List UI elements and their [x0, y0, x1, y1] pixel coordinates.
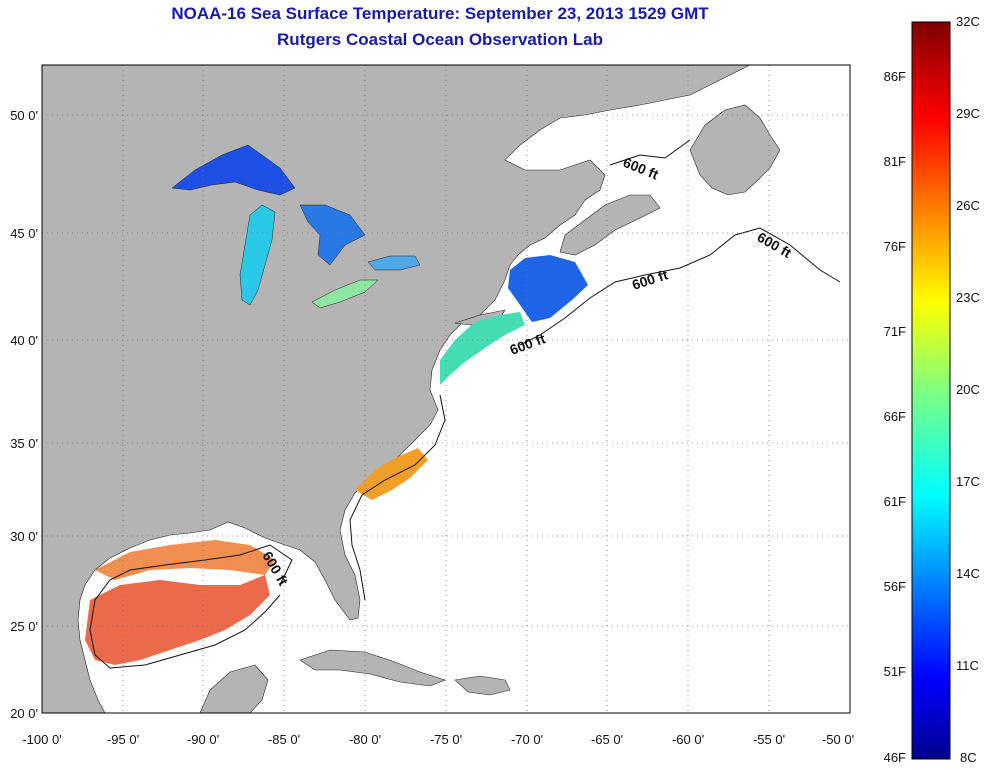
- celsius-tick: 32C: [956, 14, 980, 29]
- nova-scotia-land: [559, 194, 661, 256]
- lon-tick: -70 0': [511, 732, 543, 747]
- temperature-colorbar: [911, 21, 951, 760]
- lon-tick: -60 0': [672, 732, 704, 747]
- fahrenheit-tick: 46F: [884, 750, 906, 765]
- lat-tick: 30 0': [10, 529, 38, 544]
- lon-tick: -55 0': [753, 732, 785, 747]
- gulf-of-mexico-sst: [85, 575, 270, 665]
- isobath-atlantic-line: [519, 227, 841, 346]
- lake-michigan-sst: [239, 204, 276, 306]
- lon-tick: -80 0': [349, 732, 381, 747]
- lat-tick: 45 0': [10, 226, 38, 241]
- lat-tick: 50 0': [10, 108, 38, 123]
- graticule-grid: [42, 65, 850, 713]
- lon-tick: -65 0': [591, 732, 623, 747]
- newfoundland-land: [689, 104, 781, 196]
- fahrenheit-tick: 51F: [884, 664, 906, 679]
- celsius-tick: 14C: [956, 566, 980, 581]
- lon-tick: -100 0': [22, 732, 61, 747]
- north-america-land: [42, 65, 751, 713]
- mid-atlantic-shelf-sst: [440, 312, 525, 385]
- lon-tick: -95 0': [107, 732, 139, 747]
- map-title: NOAA-16 Sea Surface Temperature: Septemb…: [171, 4, 709, 23]
- lake-ontario-sst: [367, 255, 421, 271]
- south-atlantic-bight-sst: [355, 448, 428, 500]
- lake-superior-sst: [171, 144, 296, 196]
- map-frame: [41, 64, 851, 714]
- celsius-tick: 20C: [956, 382, 980, 397]
- isobath-600ft-contours: [89, 139, 841, 669]
- lon-tick: -75 0': [430, 732, 462, 747]
- celsius-tick: 23C: [956, 290, 980, 305]
- map-subtitle: Rutgers Coastal Ocean Observation Lab: [277, 30, 603, 49]
- celsius-tick: 8C: [960, 750, 977, 765]
- fahrenheit-tick: 86F: [884, 69, 906, 84]
- colorbar-celsius-labels: 32C 29C 26C 23C 20C 17C 14C 11C 8C: [956, 14, 980, 765]
- lon-tick: -85 0': [268, 732, 300, 747]
- gulf-of-maine-sst: [508, 255, 588, 322]
- isobath-gulf-line: [89, 544, 293, 669]
- celsius-tick: 17C: [956, 474, 980, 489]
- fahrenheit-tick: 56F: [884, 579, 906, 594]
- fahrenheit-tick: 66F: [884, 409, 906, 424]
- isobath-newfoundland-line: [609, 139, 691, 166]
- celsius-tick: 29C: [956, 106, 980, 121]
- fahrenheit-tick: 71F: [884, 324, 906, 339]
- celsius-tick: 26C: [956, 198, 980, 213]
- long-island-land: [454, 309, 506, 326]
- isobath-southeast-line: [349, 394, 446, 601]
- lake-erie-sst: [311, 279, 379, 309]
- latitude-axis: 20 0' 25 0' 30 0' 35 0' 40 0' 45 0' 50 0…: [10, 108, 38, 721]
- gulf-coast-sst: [95, 540, 275, 580]
- lon-tick: -50 0': [822, 732, 854, 747]
- lat-tick: 35 0': [10, 436, 38, 451]
- lat-tick: 40 0': [10, 333, 38, 348]
- colorbar-fahrenheit-labels: 86F 81F 76F 71F 66F 61F 56F 51F 46F: [884, 69, 906, 765]
- longitude-axis: -100 0' -95 0' -90 0' -85 0' -80 0' -75 …: [22, 732, 854, 747]
- lon-tick: -90 0': [187, 732, 219, 747]
- fahrenheit-tick: 61F: [884, 494, 906, 509]
- cuba-land: [299, 649, 446, 687]
- lat-tick: 20 0': [10, 706, 38, 721]
- fahrenheit-tick: 81F: [884, 154, 906, 169]
- celsius-tick: 11C: [956, 658, 979, 673]
- yucatan-land: [199, 664, 269, 713]
- lake-huron-sst: [299, 204, 366, 266]
- hispaniola-land: [454, 675, 511, 696]
- lat-tick: 25 0': [10, 619, 38, 634]
- fahrenheit-tick: 76F: [884, 239, 906, 254]
